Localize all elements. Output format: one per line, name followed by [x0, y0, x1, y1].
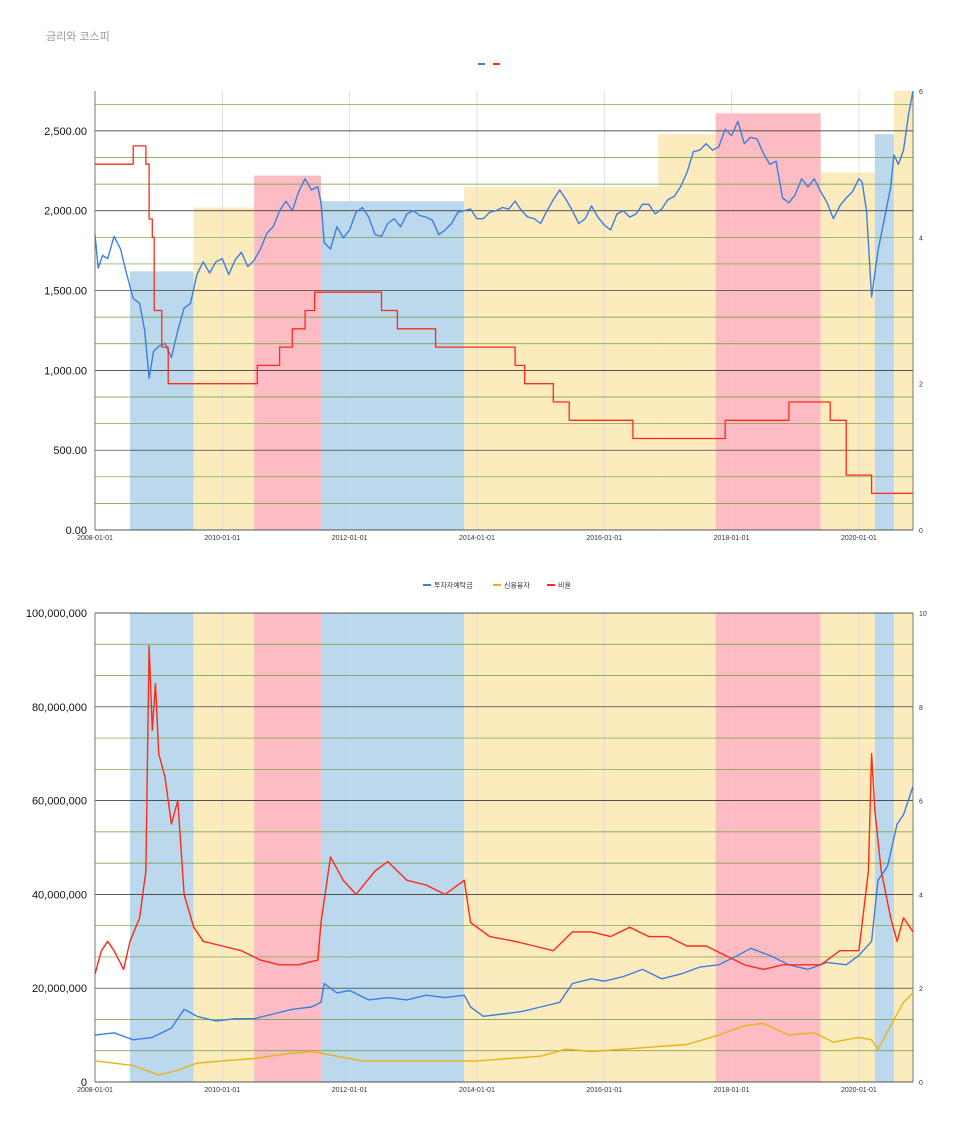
- y-left-tick-label: 40,000,000: [32, 889, 87, 901]
- shaded-band: [820, 613, 875, 1082]
- y-left-tick-label: 500.00: [53, 445, 87, 457]
- shaded-band: [820, 172, 875, 530]
- y-right-tick-label: 10: [919, 611, 927, 618]
- series-line-투자자예탁금: [94, 786, 914, 1041]
- x-tick-label: 2020-01-01: [841, 535, 877, 542]
- y-left-tick-label: 0.00: [66, 525, 87, 537]
- y-right-tick-label: 0: [919, 1080, 923, 1087]
- chart-deposit-credit: 100,000,000 80,000,000 60,000,000 40,000,00…: [26, 581, 927, 1095]
- y-right-tick-label: 2: [919, 986, 923, 993]
- shaded-band: [893, 91, 913, 530]
- shaded-band: [715, 113, 821, 530]
- shaded-band: [254, 613, 321, 1082]
- series-line-비율: [94, 645, 914, 975]
- x-tick-label: 2010-01-01: [204, 1087, 240, 1094]
- x-tick-label: 2008-01-01: [77, 535, 113, 542]
- y-left-tick-label: 60,000,000: [32, 796, 87, 808]
- y-left-tick-label: 2,000.00: [44, 206, 87, 218]
- chart-kospi-rate: 2,500.00 2,000.00 1,500.00 1,000.00 500.00 0.…: [44, 63, 923, 542]
- x-tick-label: 2016-01-01: [586, 1087, 622, 1094]
- x-tick-label: 2012-01-01: [332, 535, 368, 542]
- y-left-tick-label: 1,500.00: [44, 286, 87, 298]
- x-tick-label: 2020-01-01: [841, 1087, 877, 1094]
- y-left-tick-label: 2,500.00: [44, 126, 87, 138]
- x-tick-label: 2018-01-01: [714, 535, 750, 542]
- x-tick-label: 2018-01-01: [714, 1087, 750, 1094]
- shaded-band: [130, 613, 194, 1082]
- shaded-band: [320, 201, 465, 530]
- shaded-band: [254, 175, 321, 530]
- legend-label: 투자자예탁금: [434, 581, 473, 590]
- series-line-신용융자: [94, 992, 914, 1076]
- y-right-tick-label: 2: [919, 382, 923, 389]
- legend-label: 신용융자: [504, 581, 530, 590]
- series-line-kospi: [94, 90, 914, 379]
- shaded-band: [874, 134, 894, 531]
- y-left-tick-label: 20,000,000: [32, 983, 87, 995]
- y-left-tick-label: 1,000.00: [44, 365, 87, 377]
- y-left-tick-label: 100,000,000: [26, 608, 87, 620]
- series-line-rate: [95, 145, 913, 495]
- page-title: 금리와 코스피: [46, 31, 110, 43]
- y-left-tick-label: 0: [81, 1077, 87, 1089]
- y-right-tick-label: 6: [919, 799, 923, 806]
- shaded-band: [320, 613, 465, 1082]
- shaded-band: [193, 613, 255, 1082]
- y-right-tick-label: 4: [919, 235, 923, 242]
- shaded-band: [658, 134, 716, 531]
- shaded-band: [464, 186, 659, 531]
- shaded-band: [715, 613, 821, 1082]
- shaded-band: [193, 207, 255, 530]
- y-right-tick-label: 4: [919, 892, 923, 899]
- y-left-tick-label: 80,000,000: [32, 702, 87, 714]
- x-tick-label: 2014-01-01: [459, 1087, 495, 1094]
- shaded-band: [893, 613, 913, 1082]
- shaded-band: [464, 613, 716, 1082]
- x-tick-label: 2010-01-01: [204, 535, 240, 542]
- x-tick-label: 2014-01-01: [459, 535, 495, 542]
- x-tick-label: 2012-01-01: [332, 1087, 368, 1094]
- shaded-band: [874, 613, 894, 1082]
- y-right-tick-label: 6: [919, 89, 923, 96]
- legend-label: 비율: [558, 581, 571, 590]
- y-right-tick-label: 8: [919, 705, 923, 712]
- y-right-tick-label: 0: [919, 528, 923, 535]
- x-tick-label: 2008-01-01: [77, 1087, 113, 1094]
- x-tick-label: 2016-01-01: [586, 535, 622, 542]
